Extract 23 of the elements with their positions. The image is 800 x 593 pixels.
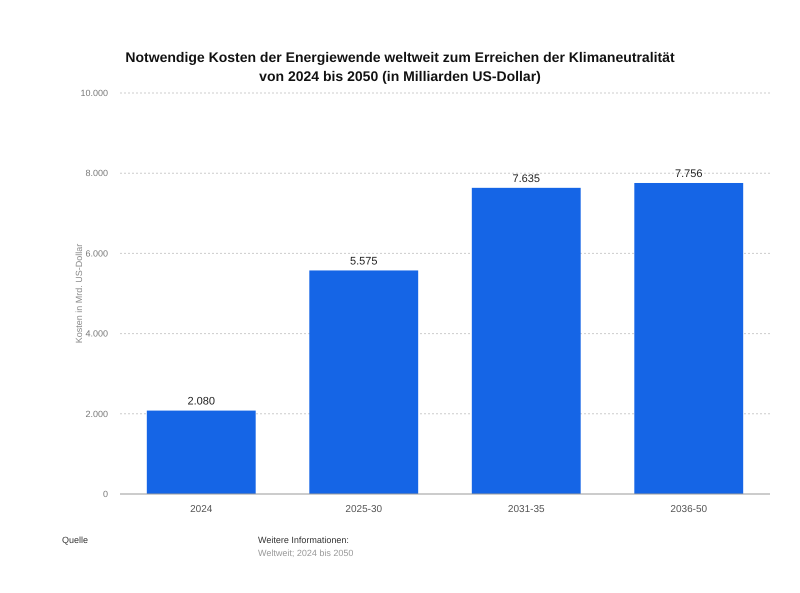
x-tick-label: 2036-50 — [670, 504, 708, 515]
data-label: 7.756 — [674, 168, 703, 180]
y-tick-label: 8.000 — [85, 168, 108, 178]
bar — [634, 182, 744, 494]
y-axis-title: Kosten in Mrd. US-Dollar — [74, 244, 84, 344]
x-tick-label: 2024 — [190, 504, 213, 515]
bar — [309, 270, 418, 494]
bar — [146, 410, 256, 494]
x-tick-label: 2025-30 — [345, 504, 383, 515]
x-tick-label: 2031-35 — [508, 504, 546, 515]
data-label: 2.080 — [187, 396, 216, 408]
text: Weltweit; 2024 bis 2050 — [258, 548, 354, 558]
y-tick-label: 2.000 — [85, 408, 108, 419]
chart-title: Notwendige Kosten der Energiewende weltweit zum Erreichen der Klimaneutralität von 2024 bis 2050 (in Milliarden US-Dollar) — [125, 49, 675, 84]
data-label: 5.575 — [350, 255, 378, 268]
text: Quelle — [62, 535, 88, 545]
text: Weitere Informationen: — [258, 535, 349, 545]
y-tick-label: 4.000 — [85, 328, 108, 339]
bar — [472, 188, 581, 494]
y-tick-label: 10.000 — [80, 88, 108, 98]
y-tick-label: 6.000 — [85, 248, 108, 258]
y-tick-label: 0 — [102, 489, 108, 499]
data-label: 7.635 — [512, 172, 540, 185]
